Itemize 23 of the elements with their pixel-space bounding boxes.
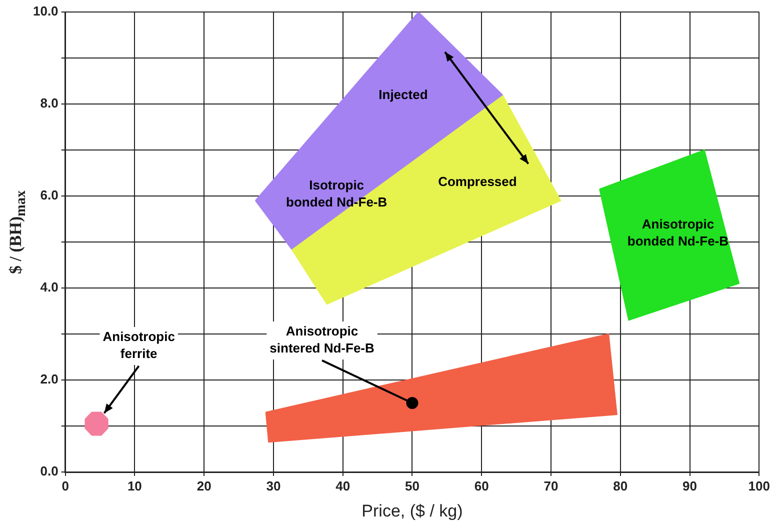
y-tick-label: 8.0	[40, 96, 58, 111]
y-tick-label: 2.0	[40, 372, 58, 387]
x-tick-label: 20	[196, 478, 212, 494]
x-tick-label: 100	[748, 478, 770, 494]
x-tick-label: 0	[62, 478, 69, 494]
x-tick-label: 30	[266, 478, 281, 494]
series-label: Anisotropic bonded Nd-Fe-B	[627, 216, 729, 248]
text: Anisotropic ferrite	[102, 329, 175, 362]
x-tick-label: 60	[474, 478, 489, 494]
y-tick-label: 4.0	[40, 280, 58, 295]
x-tick-label: 40	[336, 478, 350, 494]
series-label: Injected	[378, 86, 428, 102]
series-label: Compressed	[438, 174, 517, 189]
x-tick-label: 10	[127, 478, 142, 494]
x-tick-label: 70	[544, 478, 558, 494]
y-tick-label: 10.0	[32, 4, 58, 19]
y-tick-label: 6.0	[40, 188, 58, 203]
x-axis-title: Price, ($ / kg)	[362, 501, 463, 520]
x-tick-label: 80	[613, 478, 628, 494]
text: Anisotropic sintered Nd-Fe-B	[270, 324, 374, 356]
x-tick-label: 50	[404, 478, 420, 494]
x-tick-label: 90	[682, 478, 698, 494]
y-tick-label: 0.0	[40, 464, 58, 479]
